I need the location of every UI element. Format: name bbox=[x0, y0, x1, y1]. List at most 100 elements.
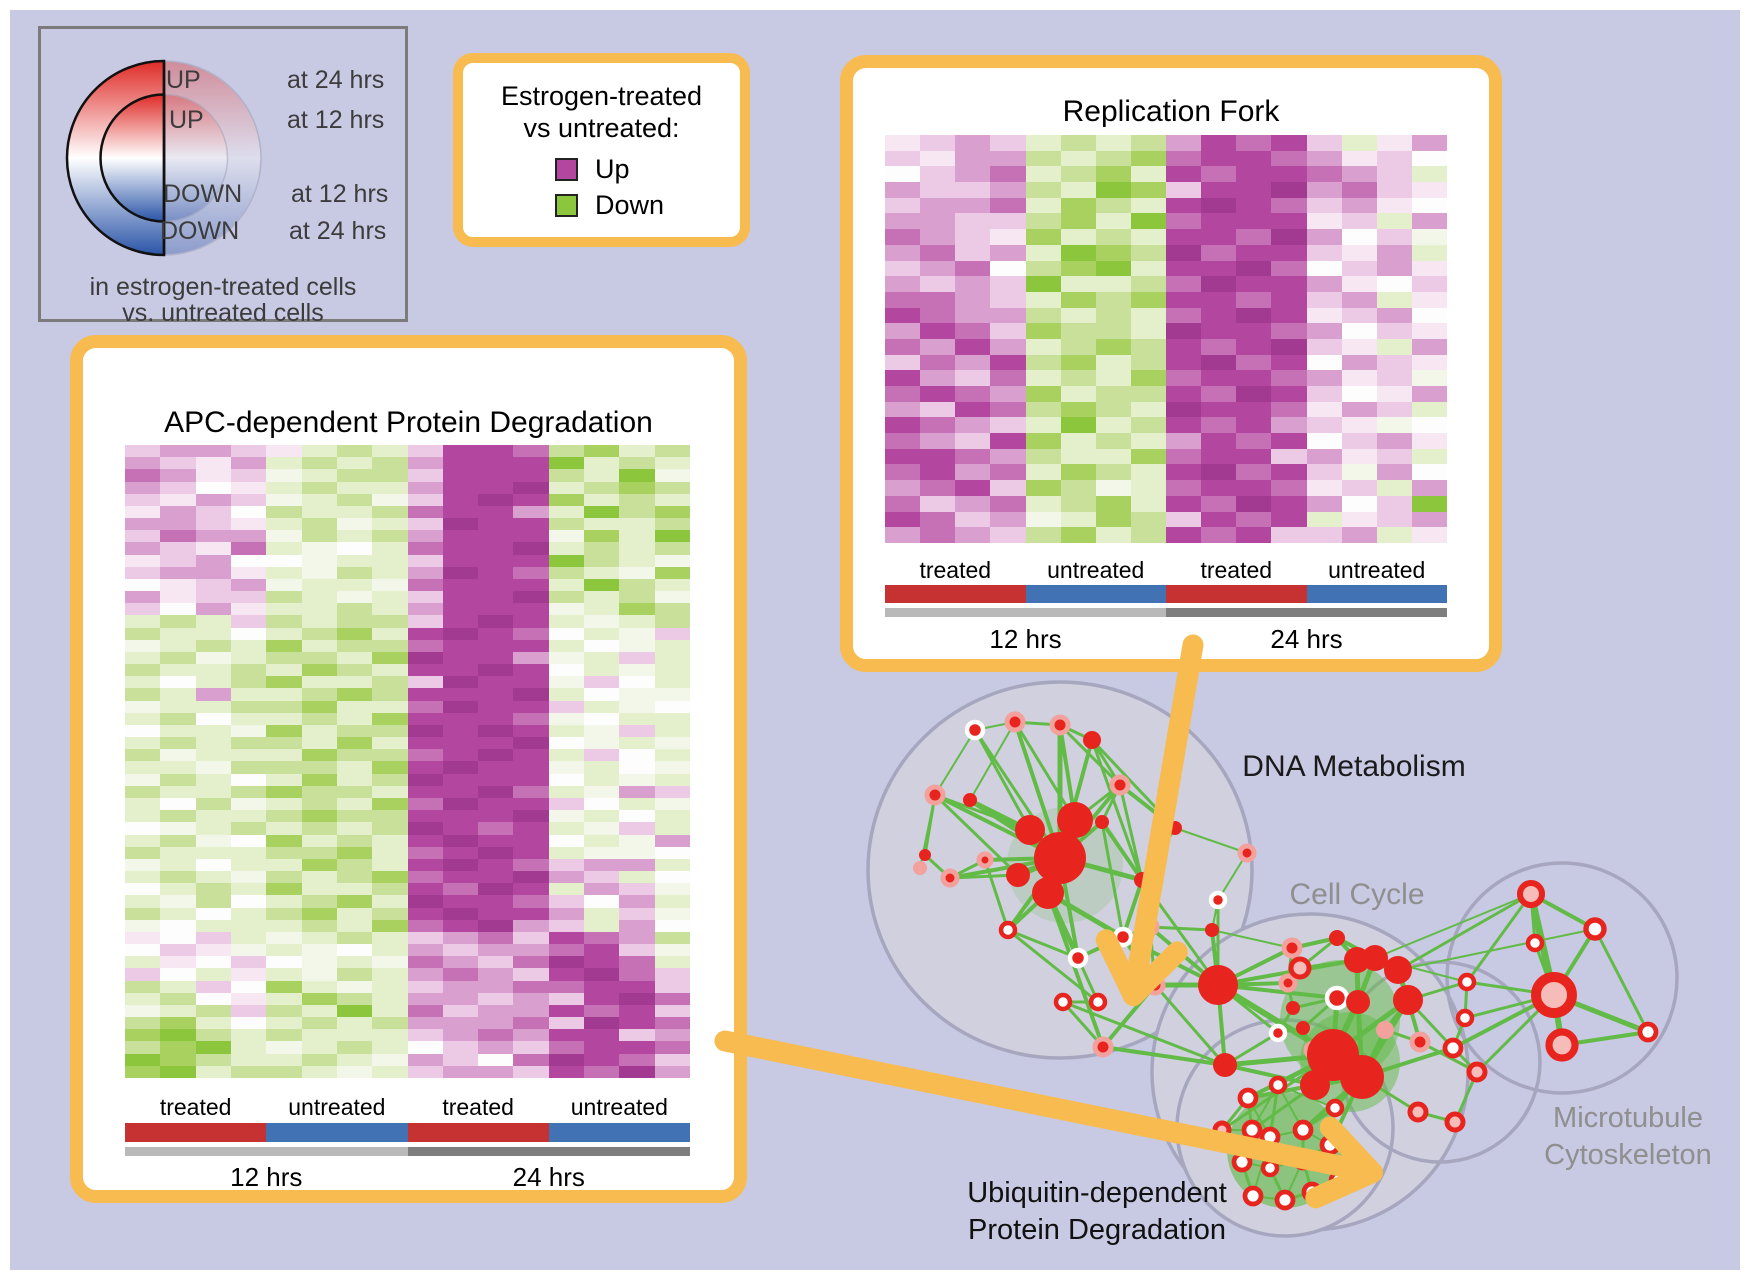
heatmap-row bbox=[125, 785, 690, 798]
heatmap-row bbox=[125, 554, 690, 567]
heatmap-cell bbox=[160, 810, 196, 823]
heatmap-cell bbox=[230, 871, 267, 884]
heatmap-cell bbox=[1306, 307, 1342, 324]
heatmap-cell bbox=[1095, 182, 1131, 198]
heatmap-cell bbox=[1201, 150, 1237, 167]
heatmap-cell bbox=[407, 980, 443, 993]
heatmap-cell bbox=[1341, 291, 1377, 308]
heatmap-cell bbox=[1236, 401, 1272, 418]
heatmap-cell bbox=[990, 370, 1026, 386]
heatmap-cell bbox=[920, 464, 956, 481]
heatmap-cell bbox=[619, 724, 655, 738]
apc-group-labels: treated untreated treated untreated bbox=[125, 1094, 690, 1121]
heatmap-cell bbox=[654, 627, 690, 640]
heatmap-cell bbox=[619, 895, 655, 908]
heatmap-cell bbox=[584, 1041, 620, 1054]
heatmap-cell bbox=[336, 761, 373, 774]
heatmap-cell bbox=[301, 457, 337, 470]
heatmap-cell bbox=[920, 370, 956, 386]
heatmap-cell bbox=[548, 469, 585, 482]
heatmap-cell bbox=[513, 554, 549, 567]
heatmap-cell bbox=[195, 724, 231, 738]
heatmap-cell bbox=[125, 797, 161, 811]
heatmap-cell bbox=[885, 244, 921, 261]
heatmap-cell bbox=[372, 919, 408, 932]
heatmap-cell bbox=[372, 445, 408, 458]
heatmap-cell bbox=[619, 968, 655, 981]
heatmap-cell bbox=[513, 871, 549, 884]
heatmap-cell bbox=[885, 401, 921, 418]
heatmap-cell bbox=[619, 688, 655, 701]
heatmap-cell bbox=[407, 1004, 443, 1018]
heatmap-cell bbox=[955, 495, 991, 512]
heatmap-cell bbox=[442, 712, 479, 725]
heatmap-cell bbox=[955, 197, 991, 214]
heatmap-row bbox=[125, 1029, 690, 1042]
heatmap-cell bbox=[1306, 150, 1342, 167]
heatmap-cell bbox=[1025, 182, 1061, 198]
heatmap-cell bbox=[1060, 307, 1096, 324]
heatmap-cell bbox=[885, 260, 921, 277]
heatmap-cell bbox=[301, 724, 337, 738]
heatmap-cell bbox=[654, 578, 690, 592]
heatmap-cell bbox=[654, 810, 690, 823]
heatmap-cell bbox=[1201, 276, 1237, 292]
heatmap-cell bbox=[407, 554, 443, 567]
heatmap-cell bbox=[266, 1065, 302, 1078]
heatmap-cell bbox=[442, 737, 479, 750]
heatmap-cell bbox=[301, 761, 337, 774]
heatmap-cell bbox=[266, 883, 302, 896]
heatmap-cell bbox=[1060, 433, 1096, 449]
heatmap-cell bbox=[513, 773, 549, 786]
heatmap-cell bbox=[619, 810, 655, 823]
heatmap-cell bbox=[195, 554, 231, 567]
heatmap-cell bbox=[372, 688, 408, 701]
heatmap-cell bbox=[548, 1029, 585, 1042]
apc-time-label-12: 12 hrs bbox=[230, 1162, 303, 1192]
heatmap-cell bbox=[1411, 354, 1447, 371]
heatmap-cell bbox=[619, 542, 655, 555]
heatmap-cell bbox=[548, 810, 585, 823]
heatmap-cell bbox=[230, 1041, 267, 1054]
heatmap-cell bbox=[266, 980, 302, 993]
heatmap-cell bbox=[266, 493, 302, 506]
heatmap-cell bbox=[266, 688, 302, 701]
heatmap-cell bbox=[955, 260, 991, 277]
heatmap-cell bbox=[955, 244, 991, 261]
heatmap-cell bbox=[1411, 338, 1447, 355]
heatmap-row bbox=[125, 530, 690, 543]
heatmap-cell bbox=[584, 895, 620, 908]
heatmap-cell bbox=[478, 578, 514, 592]
heatmap-cell bbox=[301, 907, 337, 920]
heatmap-cell bbox=[372, 530, 408, 543]
heatmap-cell bbox=[654, 992, 690, 1005]
heatmap-cell bbox=[619, 834, 655, 847]
heatmap-cell bbox=[478, 749, 514, 762]
heatmap-cell bbox=[1025, 401, 1061, 418]
heatmap-cell bbox=[955, 182, 991, 198]
heatmap-cell bbox=[885, 480, 921, 496]
heatmap-cell bbox=[548, 676, 585, 689]
heatmap-cell bbox=[1201, 323, 1237, 339]
heatmap-row bbox=[125, 871, 690, 884]
heatmap-cell bbox=[920, 307, 956, 324]
heatmap-cell bbox=[407, 457, 443, 470]
heatmap-cell bbox=[654, 1004, 690, 1018]
heatmap-cell bbox=[301, 627, 337, 640]
heatmap-cell bbox=[442, 883, 479, 896]
heatmap-cell bbox=[1376, 354, 1412, 371]
heatmap-cell bbox=[125, 578, 161, 592]
heatmap-cell bbox=[442, 445, 479, 458]
heatmap-cell bbox=[548, 968, 585, 981]
heatmap-cell bbox=[230, 603, 267, 616]
heatmap-cell bbox=[478, 919, 514, 932]
heatmap-cell bbox=[407, 518, 443, 531]
heatmap-cell bbox=[407, 846, 443, 859]
heatmap-cell bbox=[407, 919, 443, 932]
heatmap-cell bbox=[1341, 401, 1377, 418]
heatmap-cell bbox=[195, 639, 231, 652]
heatmap-cell bbox=[1060, 464, 1096, 481]
heatmap-cell bbox=[513, 956, 549, 969]
heatmap-cell bbox=[230, 992, 267, 1005]
heatmap-cell bbox=[230, 700, 267, 713]
